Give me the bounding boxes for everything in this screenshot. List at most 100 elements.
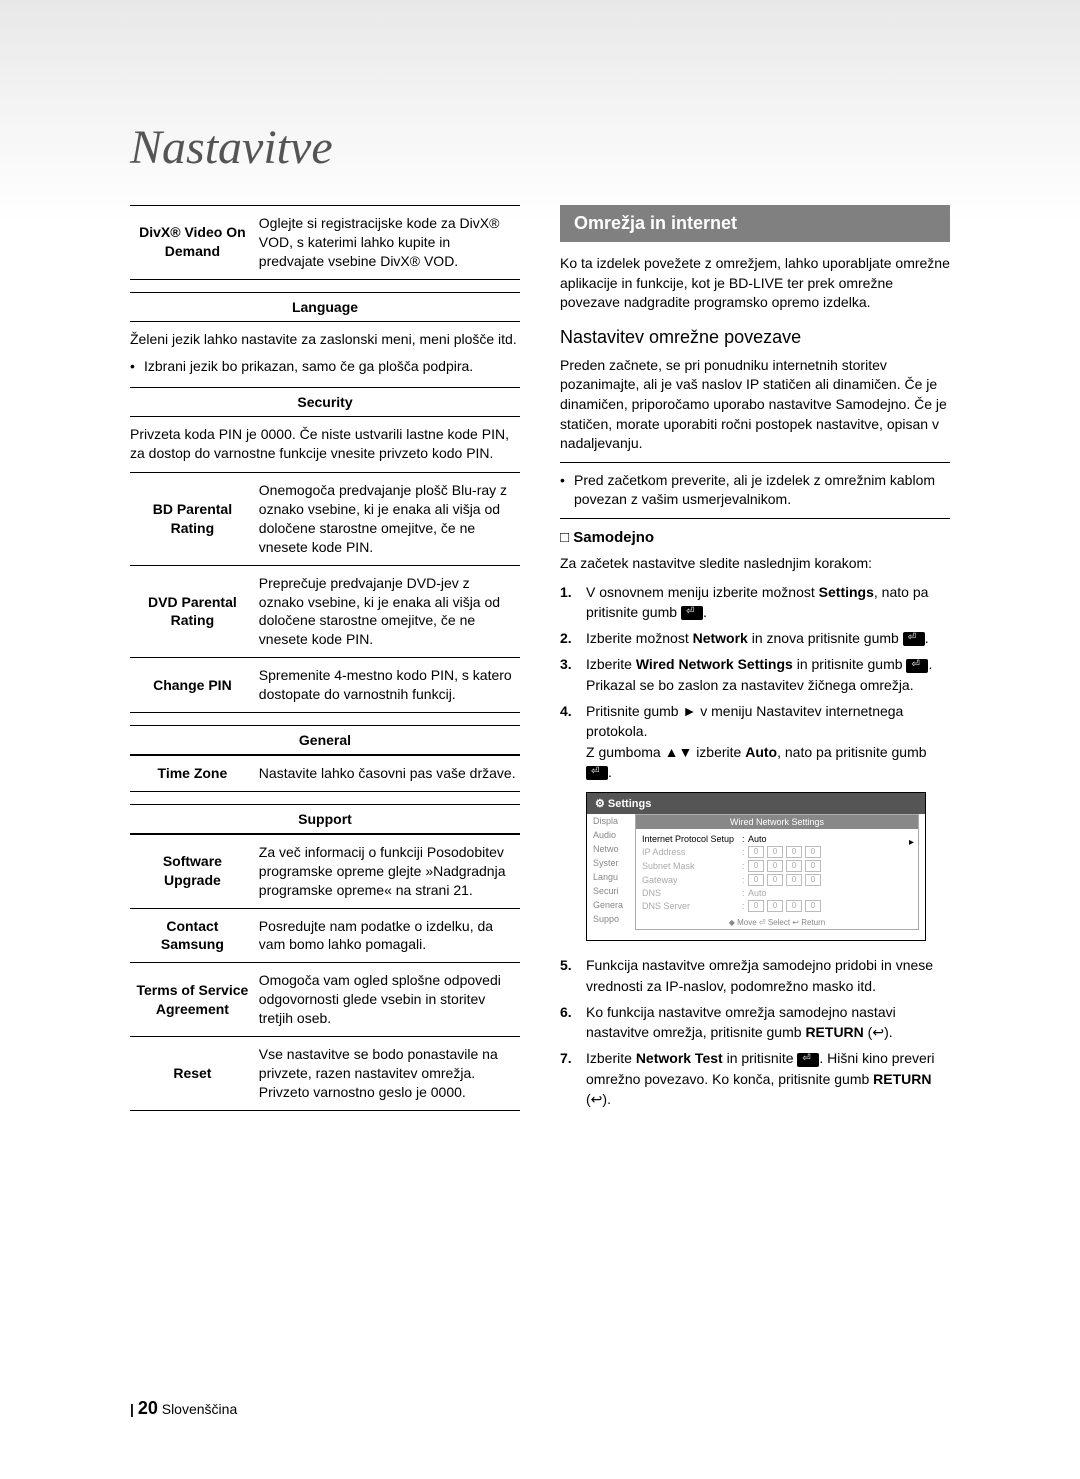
screenshot-sidebar-item: Langu <box>593 870 635 884</box>
screenshot-box: 0 <box>748 900 764 912</box>
step-item: Funkcija nastavitve omrežja samodejno pr… <box>560 955 950 996</box>
divx-key: DivX® Video On Demand <box>130 206 255 280</box>
language-bullet: Izbrani jezik bo prikazan, samo če ga pl… <box>130 357 520 377</box>
support-row-val: Posredujte nam podatke o izdelku, da vam… <box>255 908 520 963</box>
screenshot-sidebar-item: Netwo <box>593 842 635 856</box>
screenshot-box: 0 <box>805 874 821 886</box>
sub-heading-auto: Samodejno <box>560 529 950 546</box>
step-item: Izberite Network Test in pritisnite . Hi… <box>560 1048 950 1109</box>
screenshot-row-label: IP Address <box>642 847 742 857</box>
page-footer: | 20 Slovenščina <box>130 1398 237 1419</box>
support-row-key: Software Upgrade <box>130 834 255 908</box>
screenshot-row: Gateway:0000 <box>642 873 912 887</box>
enter-icon <box>906 659 928 673</box>
chapter-title: Nastavitve <box>130 120 950 175</box>
screenshot-panel-title: Wired Network Settings <box>636 815 918 829</box>
support-row-val: Omogoča vam ogled splošne odpovedi odgov… <box>255 963 520 1037</box>
screenshot-box: 0 <box>805 860 821 872</box>
screenshot-row-value: Auto <box>748 888 767 898</box>
screenshot-sidebar-item: Securi <box>593 884 635 898</box>
screenshot-row-value: Auto <box>748 834 767 844</box>
screenshot-row-label: DNS Server <box>642 901 742 911</box>
screenshot-panel: Wired Network Settings Internet Protocol… <box>635 814 919 930</box>
general-row-key: Time Zone <box>130 755 255 791</box>
security-row-key: DVD Parental Rating <box>130 565 255 658</box>
screenshot-row-label: Subnet Mask <box>642 861 742 871</box>
screenshot-footer: ◆ Move ⏎ Select ↩ Return <box>636 918 918 927</box>
screenshot-sidebar-item: Audio <box>593 828 635 842</box>
page-number: 20 <box>138 1398 158 1418</box>
screenshot-row: DNS Server:0000 <box>642 899 912 913</box>
screenshot-box: 0 <box>767 900 783 912</box>
page-language: Slovenščina <box>162 1401 238 1417</box>
connection-bullet: Pred začetkom preverite, ali je izdelek … <box>560 471 950 510</box>
screenshot-row: IP Address:0000 <box>642 845 912 859</box>
divx-val: Oglejte si registracijske kode za DivX® … <box>255 206 520 280</box>
connection-body: Preden začnete, se pri ponudniku interne… <box>560 356 950 454</box>
screenshot-box: 0 <box>805 846 821 858</box>
support-row-key: Reset <box>130 1036 255 1110</box>
screenshot-boxes: 0000 <box>748 860 821 872</box>
screenshot-sidebar-item: Displa <box>593 814 635 828</box>
support-heading: Support <box>130 804 520 834</box>
return-icon <box>586 1091 607 1107</box>
return-icon <box>868 1024 889 1040</box>
security-row-val: Onemogoča predvajanje plošč Blu-ray z oz… <box>255 473 520 566</box>
divx-table: DivX® Video On Demand Oglejte si registr… <box>130 205 520 280</box>
section-bar-network: Omrežja in internet <box>560 205 950 242</box>
screenshot-box: 0 <box>748 860 764 872</box>
support-row-key: Contact Samsung <box>130 908 255 963</box>
screenshot-row-label: Internet Protocol Setup <box>642 834 742 844</box>
support-row-val: Za več informacij o funkciji Posodobitev… <box>255 834 520 908</box>
network-intro: Ko ta izdelek povežete z omrežjem, lahko… <box>560 254 950 313</box>
screenshot-box: 0 <box>767 860 783 872</box>
screenshot-box: 0 <box>748 846 764 858</box>
screenshot-box: 0 <box>786 860 802 872</box>
general-table: Time Zone Nastavite lahko časovni pas va… <box>130 755 520 792</box>
screenshot-boxes: 0000 <box>748 846 821 858</box>
screenshot-box: 0 <box>805 900 821 912</box>
screenshot-boxes: 0000 <box>748 900 821 912</box>
step-item: Ko funkcija nastavitve omrežja samodejno… <box>560 1002 950 1043</box>
support-row-key: Terms of Service Agreement <box>130 963 255 1037</box>
step-item: V osnovnem meniju izberite možnost Setti… <box>560 582 950 623</box>
screenshot-box: 0 <box>767 846 783 858</box>
screenshot-sidebar-item: Suppo <box>593 912 635 926</box>
security-body: Privzeta koda PIN je 0000. Če niste ustv… <box>130 425 520 464</box>
screenshot-box: 0 <box>748 874 764 886</box>
screenshot-title: Settings <box>587 793 925 814</box>
enter-icon <box>681 606 703 620</box>
enter-icon <box>797 1053 819 1067</box>
screenshot-box: 0 <box>786 900 802 912</box>
screenshot-row-label: Gateway <box>642 875 742 885</box>
support-table: Software Upgrade Za več informacij o fun… <box>130 834 520 1111</box>
screenshot-row: DNS: Auto <box>642 887 912 899</box>
steps-list-b: Funkcija nastavitve omrežja samodejno pr… <box>560 955 950 1109</box>
screenshot-box: 0 <box>786 874 802 886</box>
step-item: Izberite možnost Network in znova pritis… <box>560 628 950 648</box>
security-row-val: Preprečuje predvajanje DVD-jev z oznako … <box>255 565 520 658</box>
arrow-right-icon: ▸ <box>909 837 914 848</box>
auto-intro: Za začetek nastavitve sledite naslednjim… <box>560 554 950 574</box>
left-column: DivX® Video On Demand Oglejte si registr… <box>130 205 520 1123</box>
settings-screenshot: Settings DisplaAudioNetwoSysterLanguSecu… <box>586 792 926 941</box>
security-row-val: Spremenite 4-mestno kodo PIN, s katero d… <box>255 658 520 713</box>
right-column: Omrežja in internet Ko ta izdelek poveže… <box>560 205 950 1123</box>
screenshot-sidebar-item: Genera <box>593 898 635 912</box>
screenshot-row-label: DNS <box>642 888 742 898</box>
general-heading: General <box>130 725 520 755</box>
security-table: BD Parental Rating Onemogoča predvajanje… <box>130 472 520 713</box>
screenshot-box: 0 <box>786 846 802 858</box>
screenshot-row: Internet Protocol Setup: Auto <box>642 833 912 845</box>
screenshot-row: Subnet Mask:0000 <box>642 859 912 873</box>
sub-heading-connection: Nastavitev omrežne povezave <box>560 327 950 348</box>
screenshot-boxes: 0000 <box>748 874 821 886</box>
step-item: Izberite Wired Network Settings in priti… <box>560 654 950 695</box>
enter-icon <box>903 632 925 646</box>
general-row-val: Nastavite lahko časovni pas vaše države. <box>255 755 520 791</box>
steps-list-a: V osnovnem meniju izberite možnost Setti… <box>560 582 950 783</box>
screenshot-sidebar: DisplaAudioNetwoSysterLanguSecuriGeneraS… <box>593 814 635 930</box>
language-heading: Language <box>130 292 520 322</box>
security-heading: Security <box>130 387 520 417</box>
enter-icon <box>586 766 608 780</box>
